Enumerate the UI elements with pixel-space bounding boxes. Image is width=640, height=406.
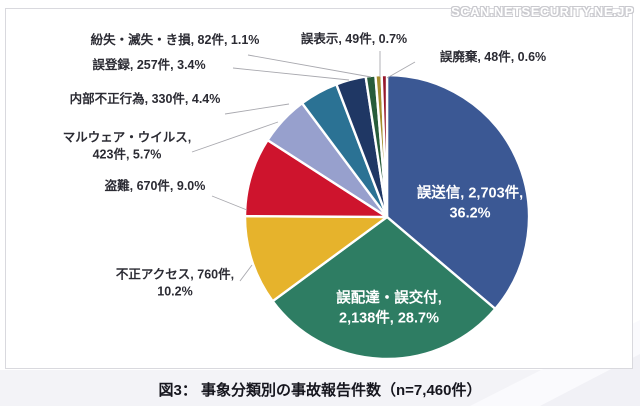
callout-fusei-access: 不正アクセス, 760件, 10.2% <box>116 267 234 300</box>
callout-gohaiki: 誤廃棄, 48件, 0.6% <box>439 49 547 64</box>
leader-line <box>211 195 248 211</box>
callout-line: 423件, 5.7% <box>92 147 162 161</box>
slice-label-gosoushin: 誤送信, 2,703件, 36.2% <box>417 184 523 223</box>
slice-label-line: 36.2% <box>449 205 491 221</box>
leader-line <box>232 67 350 81</box>
leader-line <box>247 54 372 78</box>
callout-line: 10.2% <box>157 284 193 298</box>
slice-label-gohaitatsu-gokoufu: 誤配達・誤交付, 2,138件, 28.7% <box>336 289 442 328</box>
callout-gotouroku: 誤登録, 257件, 3.4% <box>92 57 206 72</box>
slice-label-line: 誤配達・誤交付, <box>336 290 442 307</box>
leader-line <box>191 121 279 153</box>
slice-label-line: 2,138件, 28.7% <box>339 310 439 326</box>
callout-naibu-fuseikoui: 内部不正行為, 330件, 4.4% <box>69 91 221 106</box>
callout-gohyouji: 誤表示, 49件, 0.7% <box>300 31 408 46</box>
pie-slice-10 <box>380 73 389 219</box>
pie-slice-1 <box>385 73 531 311</box>
pie-slice-4 <box>243 138 389 219</box>
figure-caption: 図3： 事象分類別の事故報告件数（n=7,460件） <box>158 381 482 399</box>
leader-line <box>239 264 253 282</box>
pie-slice-2 <box>271 215 497 361</box>
callout-line: 不正アクセス, 760件, <box>115 267 235 282</box>
leader-line <box>386 61 416 79</box>
callout-tounan: 盗難, 670件, 9.0% <box>104 178 206 193</box>
watermark: SCAN.NETSECURITY.NE.JP <box>451 4 634 19</box>
callout-line: マルウェア・ウイルス, <box>62 130 192 145</box>
callout-malware-virus: マルウェア・ウイルス, 423件, 5.7% <box>63 130 191 163</box>
leader-line <box>224 103 290 115</box>
callout-funshitsu-messhitsu-kison: 紛失・滅失・き損, 82件, 1.1% <box>90 32 260 47</box>
slice-label-line: 誤送信, 2,703件, <box>416 185 524 202</box>
pie-slice-3 <box>243 214 389 303</box>
